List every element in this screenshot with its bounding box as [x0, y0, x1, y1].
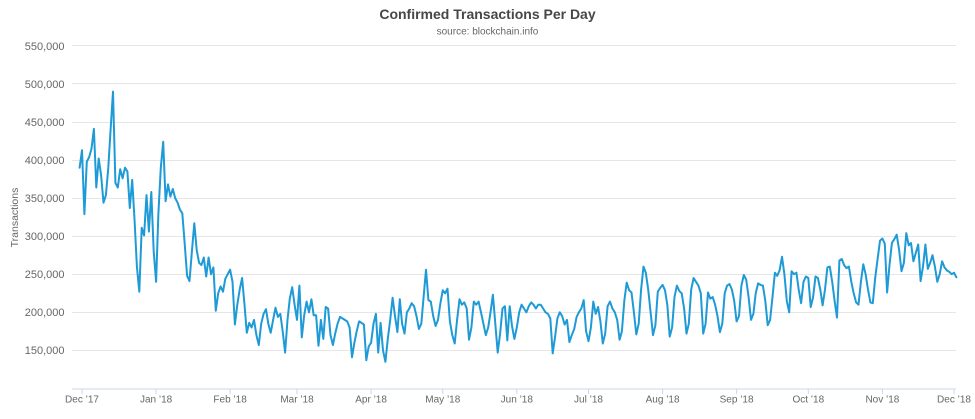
svg-text:350,000: 350,000: [25, 193, 65, 205]
svg-text:Jan ’18: Jan ’18: [140, 395, 173, 406]
svg-text:Feb ’18: Feb ’18: [213, 395, 247, 406]
svg-text:Mar ’18: Mar ’18: [280, 395, 314, 406]
svg-text:Nov ’18: Nov ’18: [865, 395, 899, 406]
svg-text:May ’18: May ’18: [425, 395, 460, 406]
svg-text:400,000: 400,000: [25, 155, 65, 167]
svg-text:200,000: 200,000: [25, 307, 65, 319]
svg-text:Sep ’18: Sep ’18: [720, 395, 754, 406]
svg-text:source: blockchain.info: source: blockchain.info: [437, 27, 539, 38]
svg-text:150,000: 150,000: [25, 345, 65, 357]
svg-text:Jun ’18: Jun ’18: [501, 395, 534, 406]
svg-text:Aug ’18: Aug ’18: [646, 395, 680, 406]
svg-text:Jul ’18: Jul ’18: [574, 395, 603, 406]
svg-text:Transactions: Transactions: [9, 188, 21, 248]
svg-text:450,000: 450,000: [25, 117, 65, 129]
svg-text:Apr ’18: Apr ’18: [355, 395, 387, 406]
svg-text:Confirmed Transactions Per Day: Confirmed Transactions Per Day: [379, 6, 596, 22]
svg-text:500,000: 500,000: [25, 79, 65, 91]
svg-text:250,000: 250,000: [25, 269, 65, 281]
svg-text:300,000: 300,000: [25, 231, 65, 243]
svg-text:550,000: 550,000: [25, 41, 65, 53]
svg-text:Dec ’17: Dec ’17: [65, 395, 99, 406]
svg-text:Oct ’18: Oct ’18: [792, 395, 824, 406]
svg-text:Dec ’18: Dec ’18: [937, 395, 971, 406]
